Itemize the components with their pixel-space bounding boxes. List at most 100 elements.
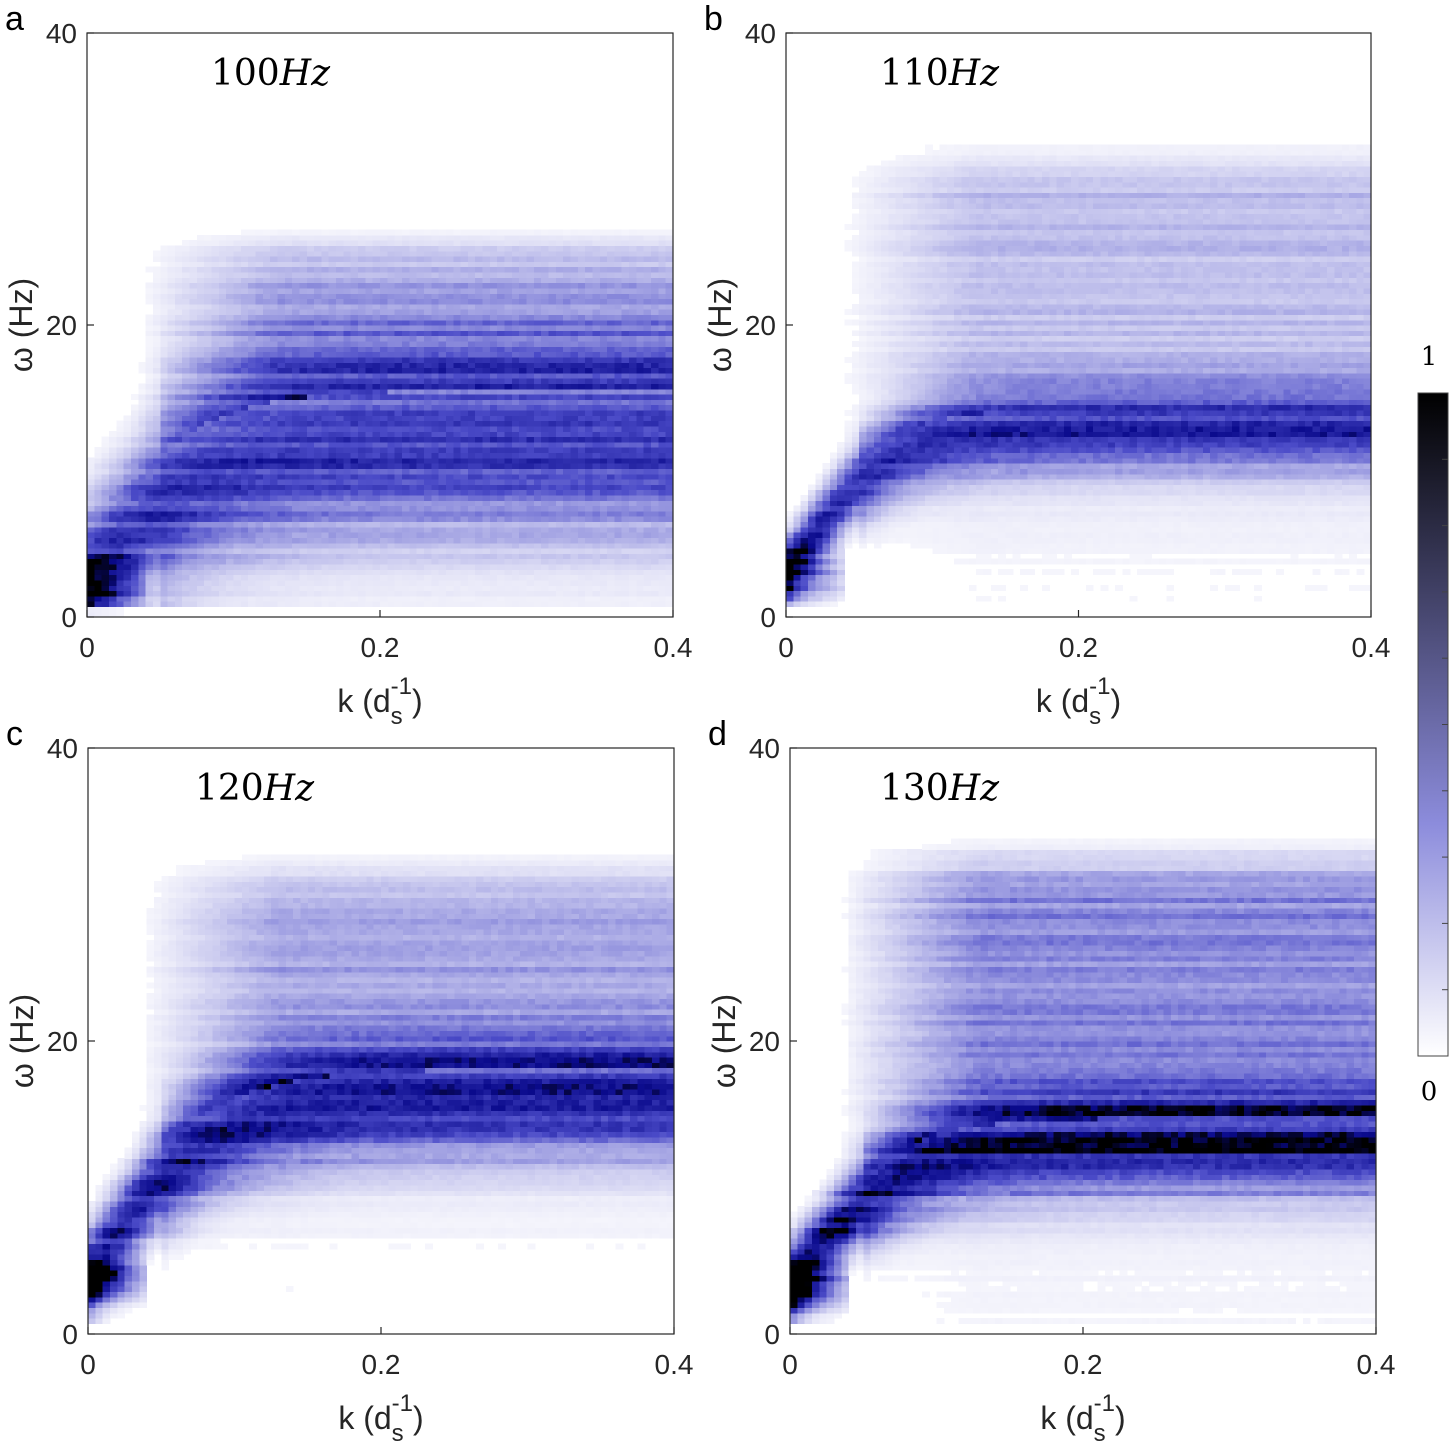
heatmap-cell: [446, 421, 454, 427]
heatmap-cell: [94, 500, 102, 506]
heatmap-cell: [255, 474, 263, 480]
heatmap-cell: [299, 468, 307, 474]
heatmap-cell: [431, 320, 439, 326]
heatmap-cell: [417, 543, 425, 549]
heatmap-cell: [343, 346, 351, 352]
heatmap-cell: [204, 442, 212, 448]
heatmap-cell: [548, 537, 556, 543]
heatmap-cell: [424, 521, 432, 527]
heatmap-cell: [534, 389, 542, 395]
heatmap-cell: [409, 436, 417, 442]
heatmap-cell: [146, 559, 154, 565]
heatmap-cell: [314, 426, 322, 432]
heatmap-cell: [321, 601, 329, 607]
heatmap-cell: [585, 532, 593, 538]
heatmap-cell: [644, 564, 652, 570]
heatmap-cell: [527, 373, 535, 379]
heatmap-cell: [424, 346, 432, 352]
heatmap-cell: [153, 495, 161, 501]
heatmap-cell: [204, 309, 212, 315]
heatmap-cell: [299, 362, 307, 368]
heatmap-cell: [190, 516, 198, 522]
heatmap-cell: [109, 516, 117, 522]
heatmap-cell: [336, 261, 344, 267]
heatmap-cell: [314, 463, 322, 469]
heatmap-cell: [168, 442, 176, 448]
heatmap-cell: [417, 527, 425, 533]
heatmap-cell: [490, 367, 498, 373]
heatmap-cell: [439, 495, 447, 501]
heatmap-cell: [446, 575, 454, 581]
heatmap-cell: [234, 516, 242, 522]
heatmap-cell: [255, 452, 263, 458]
heatmap-cell: [607, 575, 615, 581]
heatmap-cell: [651, 346, 659, 352]
heatmap-cell: [439, 330, 447, 336]
heatmap-cell: [563, 537, 571, 543]
heatmap-cell: [226, 506, 234, 512]
heatmap-cell: [395, 569, 403, 575]
heatmap-cell: [190, 436, 198, 442]
heatmap-cell: [585, 288, 593, 294]
heatmap-cell: [541, 564, 549, 570]
heatmap-cell: [197, 341, 205, 347]
heatmap-cell: [255, 378, 263, 384]
heatmap-cell: [307, 516, 315, 522]
heatmap-cell: [234, 378, 242, 384]
heatmap-cell: [124, 590, 132, 596]
heatmap-cell: [622, 474, 630, 480]
heatmap-cell: [329, 484, 337, 490]
heatmap-cell: [182, 537, 190, 543]
heatmap-cell: [168, 543, 176, 549]
heatmap-cell: [263, 288, 271, 294]
heatmap-cell: [387, 421, 395, 427]
heatmap-cell: [417, 421, 425, 427]
heatmap-cell: [490, 314, 498, 320]
heatmap-cell: [548, 490, 556, 496]
heatmap-cell: [570, 367, 578, 373]
heatmap-cell: [556, 553, 564, 559]
heatmap-cell: [336, 341, 344, 347]
heatmap-cell: [461, 283, 469, 289]
heatmap-cell: [365, 362, 373, 368]
heatmap-cell: [329, 495, 337, 501]
heatmap-cell: [241, 458, 249, 464]
heatmap-cell: [446, 426, 454, 432]
heatmap-cell: [563, 394, 571, 400]
heatmap-cell: [343, 452, 351, 458]
heatmap-cell: [439, 559, 447, 565]
heatmap-cell: [424, 421, 432, 427]
heatmap-cell: [468, 575, 476, 581]
heatmap-cell: [336, 431, 344, 437]
heatmap-cell: [270, 479, 278, 485]
heatmap-cell: [636, 288, 644, 294]
heatmap-cell: [336, 309, 344, 315]
heatmap-cell: [505, 559, 513, 565]
heatmap-cell: [343, 304, 351, 310]
heatmap-cell: [197, 426, 205, 432]
heatmap-cell: [94, 452, 102, 458]
heatmap-cell: [116, 484, 124, 490]
heatmap-cell: [614, 553, 622, 559]
heatmap-cell: [519, 468, 527, 474]
heatmap-cell: [175, 309, 183, 315]
heatmap-cell: [263, 580, 271, 586]
heatmap-cell: [534, 506, 542, 512]
heatmap-cell: [548, 394, 556, 400]
heatmap-cell: [124, 463, 132, 469]
heatmap-cell: [197, 352, 205, 358]
heatmap-cell: [439, 500, 447, 506]
heatmap-cell: [160, 352, 168, 358]
heatmap-cell: [468, 410, 476, 416]
heatmap-cell: [358, 479, 366, 485]
heatmap-cell: [402, 500, 410, 506]
heatmap-cell: [336, 277, 344, 283]
heatmap-cell: [556, 357, 564, 363]
heatmap-cell: [446, 309, 454, 315]
heatmap-cell: [146, 383, 154, 389]
heatmap-cell: [365, 378, 373, 384]
heatmap-cell: [175, 596, 183, 602]
heatmap-cell: [175, 272, 183, 278]
heatmap-cell: [402, 352, 410, 358]
heatmap-cell: [285, 458, 293, 464]
